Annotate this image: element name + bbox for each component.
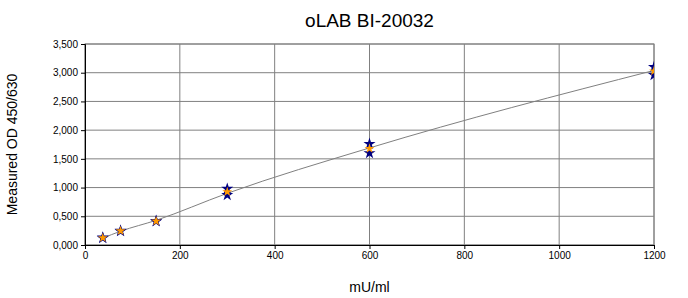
y-tick-mark (81, 188, 85, 189)
y-tick-label: 0,000 (53, 240, 78, 251)
x-tick: 200 (172, 245, 189, 261)
chart: 0 200 400 600 800 1000 1200 0,000 0,500 1,000 1,50… (0, 0, 688, 298)
x-axis: 0 200 400 600 800 1000 1200 (83, 245, 666, 261)
point (365, 143, 375, 152)
plot: 0 200 400 600 800 1000 1200 0,000 0,500 1,000 1,50… (53, 39, 666, 261)
x-grid-line (179, 44, 180, 245)
x-tick: 600 (362, 245, 379, 261)
x-tick: 400 (267, 245, 284, 261)
x-tick-label: 600 (362, 250, 379, 261)
y-tick: 2,500 (53, 96, 85, 107)
point (222, 187, 232, 196)
x-tick-mark (370, 245, 371, 249)
y-tick: 3,000 (53, 67, 85, 78)
x-tick-label: 200 (172, 250, 189, 261)
y-tick-mark (81, 101, 85, 102)
point (150, 215, 162, 226)
x-tick: 0 (83, 245, 89, 261)
y-tick: 2,000 (53, 125, 85, 136)
x-grid-line (559, 44, 560, 245)
x-tick-label: 400 (267, 250, 284, 261)
plot-frame (85, 44, 654, 245)
y-tick: 0,500 (53, 211, 85, 222)
point (97, 232, 109, 243)
y-tick-label: 3,000 (53, 67, 78, 78)
data-layer (97, 61, 654, 244)
x-tick: 1200 (643, 245, 666, 261)
plot-background (85, 44, 654, 245)
x-tick: 800 (456, 245, 473, 261)
y-tick-label: 2,500 (53, 96, 78, 107)
y-axis-title: Measured OD 450/630 (4, 73, 20, 215)
y-axis: 0,000 0,500 1,000 1,500 2,000 2,500 3,000 3,500 (53, 39, 86, 251)
fit-line (103, 70, 654, 238)
y-tick-label: 1,500 (53, 154, 78, 165)
x-grid-line (274, 44, 275, 245)
y-tick-mark (81, 130, 85, 131)
y-tick: 1,500 (53, 154, 85, 165)
point (649, 66, 654, 75)
y-tick-mark (81, 44, 85, 45)
x-tick-mark (654, 245, 655, 249)
y-tick: 0,000 (53, 240, 85, 251)
axis-line (86, 246, 655, 250)
point (151, 216, 161, 225)
axis-line (81, 45, 86, 246)
y-tick-mark (81, 216, 85, 217)
x-tick-label: 800 (456, 250, 473, 261)
y-tick-mark (81, 73, 85, 74)
y-tick-label: 2,000 (53, 125, 78, 136)
x-tick-mark (275, 245, 276, 249)
x-tick-mark (180, 245, 181, 249)
point (97, 231, 109, 242)
y-tick-label: 1,000 (53, 182, 78, 193)
title: oLAB BI-20032 (305, 10, 434, 31)
x-tick: 1000 (549, 245, 572, 261)
x-tick-mark (464, 245, 465, 249)
x-grid-line (464, 44, 465, 245)
x-tick-label: 0 (83, 250, 89, 261)
x-tick-label: 1000 (549, 250, 572, 261)
grid (85, 44, 654, 245)
x-tick-label: 1200 (643, 250, 666, 261)
x-axis-title: mU/ml (349, 279, 389, 295)
y-tick: 1,000 (53, 182, 85, 193)
y-tick-label: 3,500 (53, 39, 78, 50)
y-tick: 3,500 (53, 39, 85, 50)
point (150, 215, 162, 226)
point (98, 233, 108, 242)
y-tick-label: 0,500 (53, 211, 78, 222)
y-tick-mark (81, 159, 85, 160)
point (115, 224, 127, 235)
point (116, 226, 126, 235)
x-tick-mark (559, 245, 560, 249)
y-tick-mark (81, 245, 85, 246)
point (115, 225, 127, 236)
